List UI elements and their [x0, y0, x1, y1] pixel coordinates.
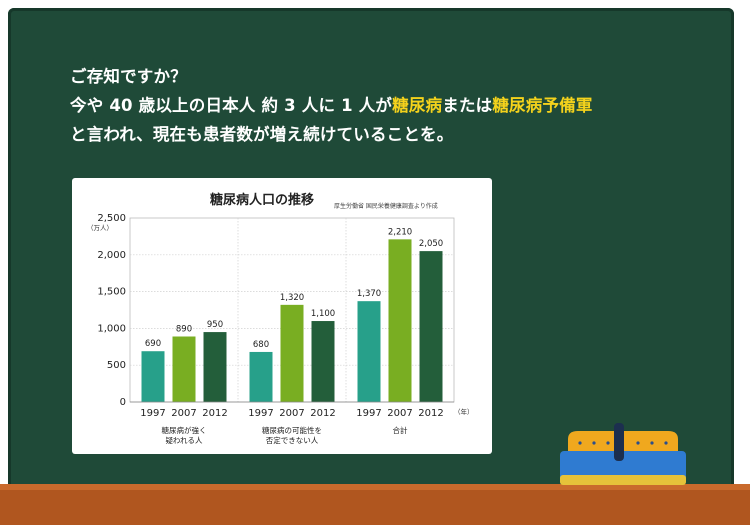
- chalk-ledge: [0, 484, 750, 525]
- y-unit-label: （万人）: [87, 224, 113, 232]
- bar: [419, 251, 443, 402]
- chart-card: 糖尿病人口の推移 厚生労働省 国民栄養健康調査より作成 （万人） （年） 0 50…: [72, 178, 492, 454]
- y-tick-label: 1,000: [97, 323, 126, 334]
- y-tick-label: 2,000: [97, 250, 126, 261]
- eraser-icon: [560, 423, 686, 485]
- y-tick-label: 500: [107, 360, 126, 371]
- bar: [311, 321, 335, 402]
- bar-value-label: 690: [145, 339, 161, 349]
- bar-chart: 糖尿病人口の推移 厚生労働省 国民栄養健康調査より作成 （万人） （年） 0 50…: [87, 192, 474, 445]
- bar-value-label: 1,370: [357, 289, 381, 299]
- x-tick-label: 2012: [202, 408, 227, 419]
- bar-value-label: 1,100: [311, 309, 335, 319]
- highlight-diabetes: 糖尿病: [392, 96, 443, 115]
- bar-value-label: 2,050: [419, 239, 443, 249]
- headline-line-2-a: 今や 40 歳以上の日本人 約 3 人に 1 人が: [70, 96, 393, 115]
- headline: ご存知ですか？ 今や 40 歳以上の日本人 約 3 人に 1 人が糖尿病または糖…: [70, 62, 710, 149]
- bar-value-label: 890: [176, 324, 192, 334]
- bar-value-label: 950: [207, 320, 223, 330]
- group-label: 糖尿病が強く: [162, 425, 207, 435]
- x-tick-label: 2007: [171, 408, 196, 419]
- group-label: 合計: [393, 425, 408, 435]
- headline-line-2-b: または: [442, 96, 493, 115]
- group-label: 否定できない人: [266, 435, 319, 445]
- bar-value-label: 680: [253, 340, 269, 350]
- bar: [357, 301, 381, 402]
- highlight-prediabetes: 糖尿病予備軍: [492, 96, 593, 115]
- bar: [249, 351, 273, 402]
- chart-title: 糖尿病人口の推移: [210, 192, 314, 208]
- x-tick-label: 1997: [248, 408, 273, 419]
- x-tick-label: 1997: [356, 408, 381, 419]
- chart-source: 厚生労働省 国民栄養健康調査より作成: [334, 202, 438, 210]
- x-tick-label: 2007: [387, 408, 412, 419]
- chalk-ledge-edge: [0, 484, 750, 490]
- x-tick-label: 2012: [310, 408, 335, 419]
- y-tick-label: 1,500: [97, 287, 126, 298]
- headline-line-1: ご存知ですか？: [70, 67, 187, 86]
- y-tick-label: 0: [120, 397, 126, 408]
- x-unit-label: （年）: [454, 407, 474, 416]
- group-label: 糖尿病の可能性を: [262, 425, 322, 435]
- headline-line-2: 今や 40 歳以上の日本人 約 3 人に 1 人が糖尿病または糖尿病予備軍: [70, 91, 710, 120]
- x-tick-label: 2007: [279, 408, 304, 419]
- bar-value-label: 2,210: [388, 227, 412, 237]
- x-tick-label: 1997: [140, 408, 165, 419]
- bar: [141, 351, 165, 402]
- bar: [280, 304, 304, 402]
- bar: [203, 332, 227, 402]
- bar-value-label: 1,320: [280, 293, 304, 303]
- headline-line-3: と言われ、現在も患者数が増え続けていることを。: [70, 125, 454, 144]
- bar: [388, 239, 412, 402]
- x-tick-label: 2012: [418, 408, 443, 419]
- group-label: 疑われる人: [165, 435, 203, 445]
- y-tick-label: 2,500: [97, 213, 126, 224]
- bar: [172, 336, 196, 402]
